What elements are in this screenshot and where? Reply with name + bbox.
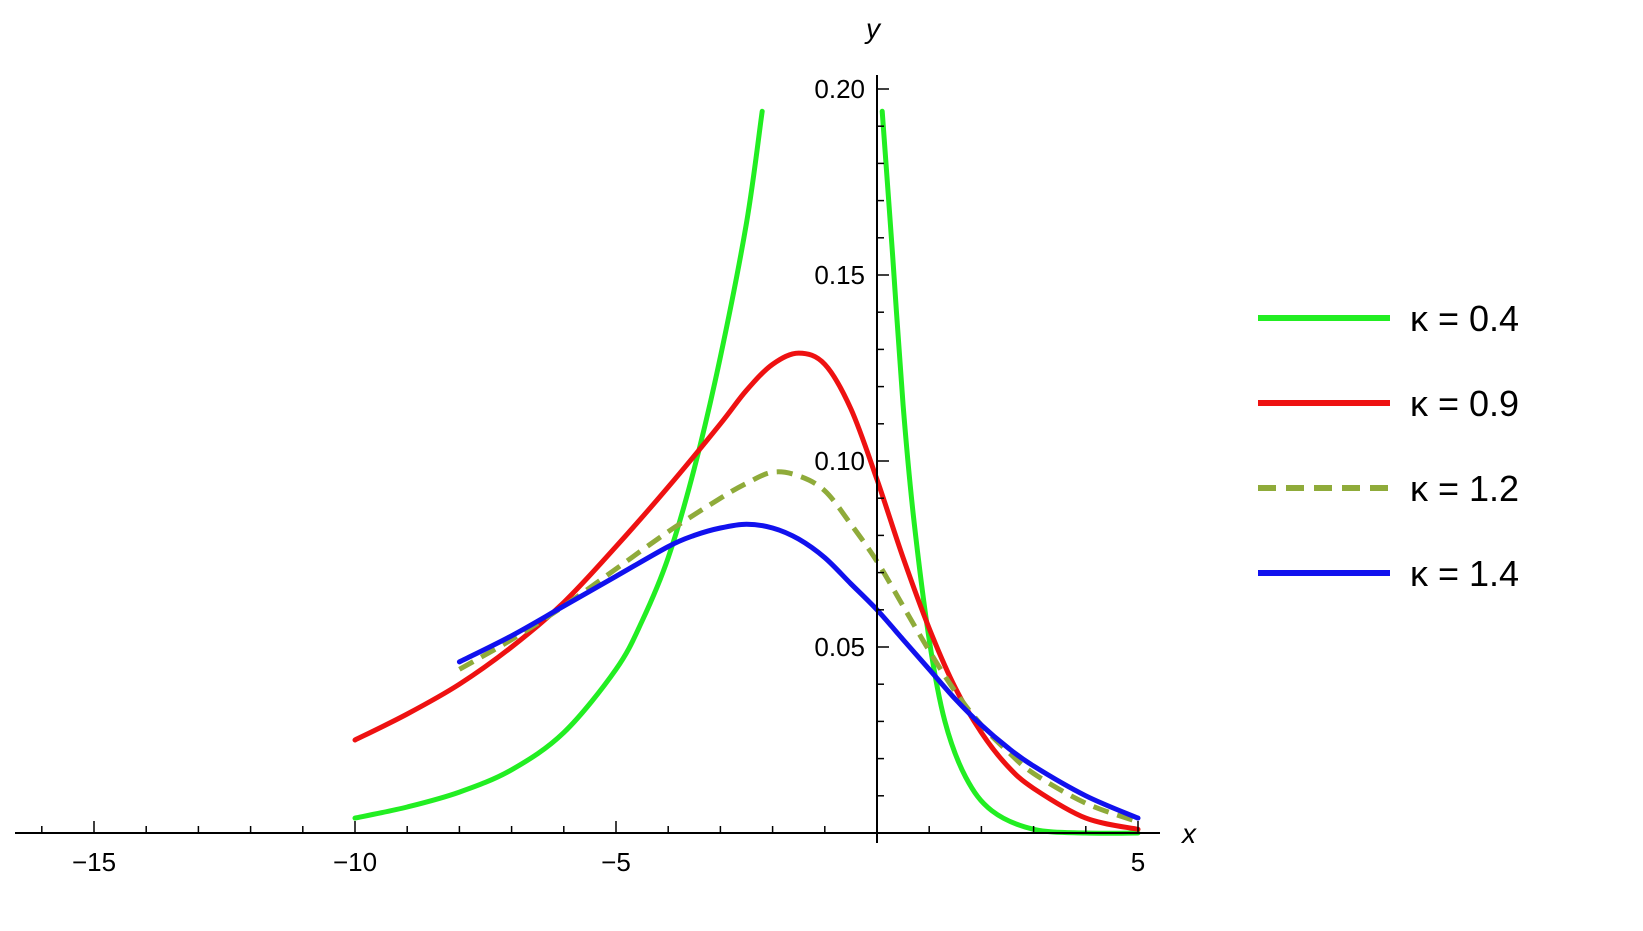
- series-line: [456, 521, 1141, 821]
- series-curves: [352, 108, 1141, 836]
- x-axis-title: x: [1180, 818, 1197, 849]
- legend-label: κ = 1.2: [1410, 468, 1519, 509]
- y-tick-label: 0.15: [814, 260, 865, 290]
- y-tick-label: 0.10: [814, 446, 865, 476]
- legend-label: κ = 0.4: [1410, 298, 1519, 339]
- series-line: [458, 469, 1139, 825]
- series-line: [352, 350, 1141, 832]
- x-tick-label: −10: [333, 847, 377, 877]
- x-tick-label: 5: [1131, 847, 1145, 877]
- y-ticks: 0.05 0.10 0.15 0.20: [814, 74, 889, 797]
- x-tick-label: −15: [72, 847, 116, 877]
- legend: κ = 0.4 κ = 0.9 κ = 1.2 κ = 1.4: [1258, 298, 1519, 594]
- series-line: [352, 108, 765, 821]
- x-ticks: −15 −10 −5 5: [41, 821, 1145, 877]
- series-line: [879, 108, 1141, 836]
- x-tick-label: −5: [601, 847, 631, 877]
- y-axis-title: y: [864, 13, 882, 44]
- legend-label: κ = 1.4: [1410, 553, 1519, 594]
- y-tick-label: 0.05: [814, 632, 865, 662]
- legend-label: κ = 0.9: [1410, 383, 1519, 424]
- axes: −15 −10 −5 5 0.05 0.10 0.15 0.20 x y: [15, 13, 1197, 877]
- y-tick-label: 0.20: [814, 74, 865, 104]
